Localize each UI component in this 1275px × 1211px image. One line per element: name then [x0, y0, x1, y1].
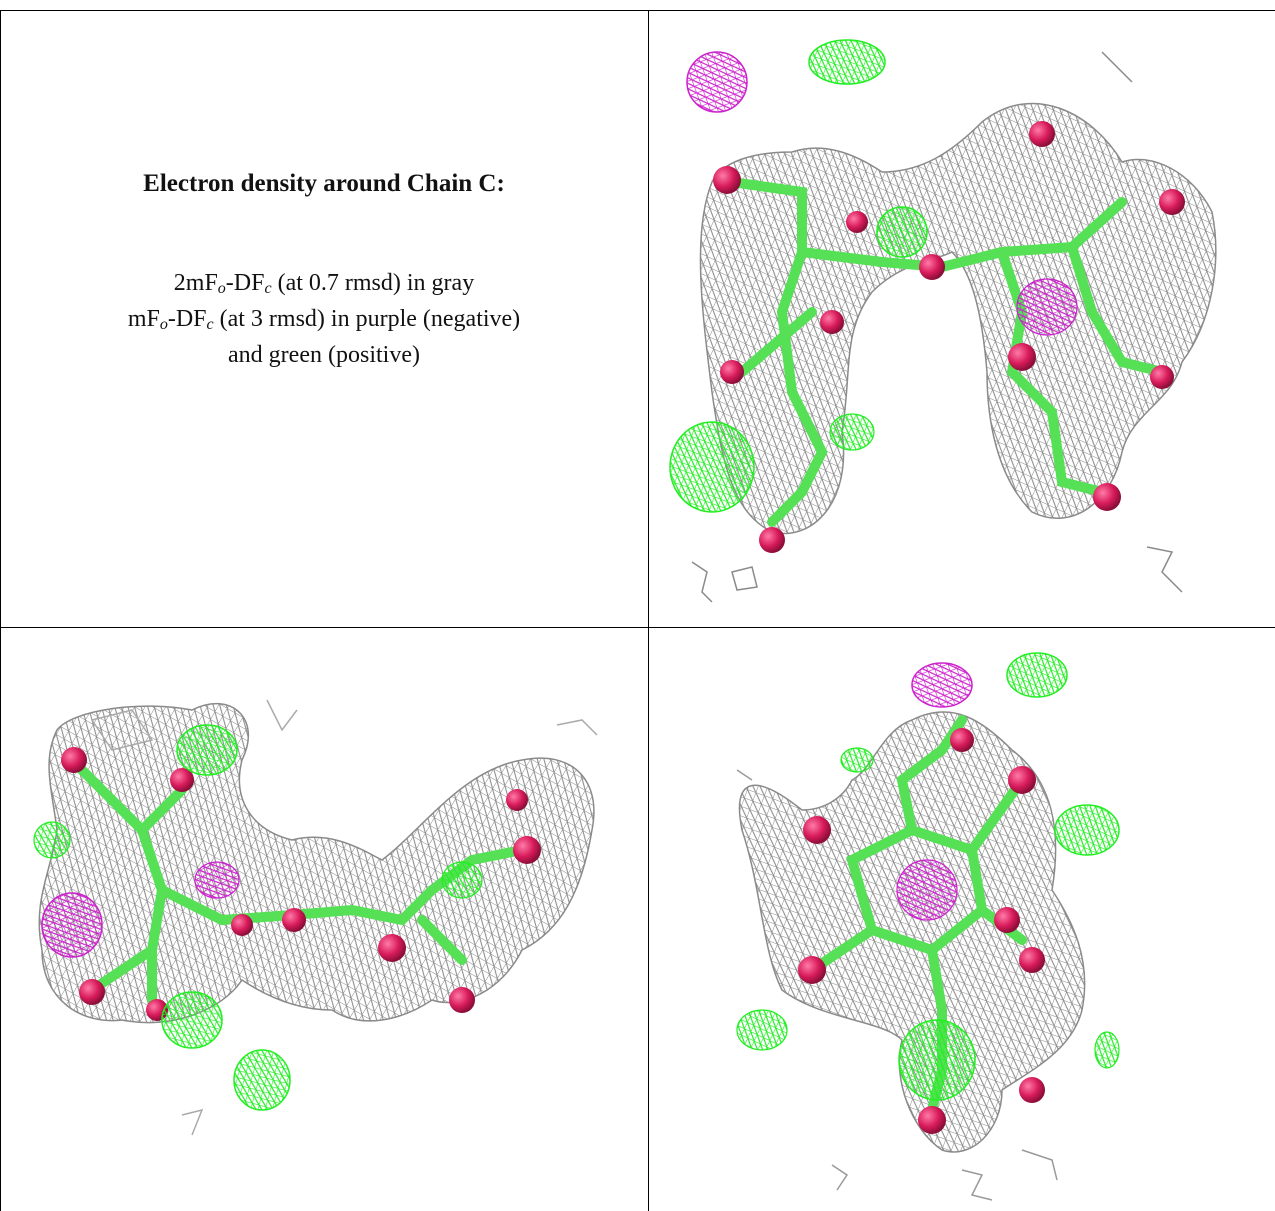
positive-density-blobs: [736, 652, 1120, 1101]
table-row-divider: [0, 627, 1275, 628]
density-view-top-right: [669, 39, 1217, 603]
caption-line-3: and green (positive): [228, 342, 420, 368]
caption-line-1: 2mFo-DFc (at 0.7 rmsd) in gray: [173, 270, 475, 297]
table-border-left: [0, 10, 1, 1211]
caption-title: Electron density around Chain C:: [143, 170, 505, 197]
negative-density-blobs: [896, 662, 973, 921]
density-view-bottom-right: [736, 652, 1120, 1201]
negative-density-blobs: [686, 51, 1078, 336]
oxygen-atoms: [798, 728, 1045, 1134]
positive-density-blobs: [33, 724, 483, 1111]
oxygen-atoms: [61, 747, 541, 1021]
caption-cell: Electron density around Chain C: 2mFo-DF…: [0, 170, 648, 370]
density-view-bottom-left: [33, 699, 598, 1136]
stray-mesh-fragments: [691, 51, 1183, 603]
gray-density-mesh: [699, 102, 1217, 535]
negative-density-blobs: [41, 861, 240, 958]
oxygen-atoms: [713, 121, 1185, 553]
table-border-top: [0, 10, 1275, 11]
stray-mesh-fragments: [736, 769, 1058, 1201]
caption-line-2: mFo-DFc (at 3 rmsd) in purple (negative): [127, 306, 521, 333]
stray-mesh-fragments: [90, 699, 598, 1136]
table-column-divider: [648, 10, 649, 1211]
positive-density-blobs: [669, 39, 928, 513]
